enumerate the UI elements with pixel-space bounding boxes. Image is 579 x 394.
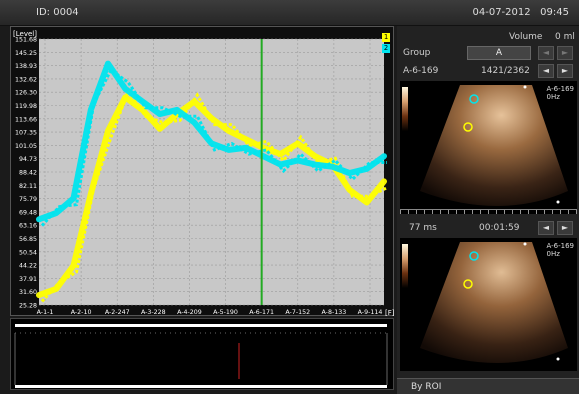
depth-ruler-top [400, 209, 577, 214]
id-value: 0004 [53, 7, 79, 18]
image-panel: Volume 0 ml Group A ◄ ► A-6-169 1421/236… [397, 26, 579, 394]
y-tick-label: 145.25 [15, 50, 37, 57]
y-axis-title: [Level] [13, 30, 37, 38]
roi-circle-1-bottom [463, 279, 473, 289]
volume-row: Volume 0 ml [397, 29, 579, 45]
waveform-svg [14, 324, 388, 388]
y-tick-label: 151.68 [15, 37, 37, 44]
y-tick-label: 44.22 [19, 263, 37, 270]
frame-next-button[interactable]: ► [557, 64, 573, 78]
legend-roi-2[interactable]: 2 [382, 44, 390, 53]
mode-bar[interactable]: By ROI [397, 378, 579, 394]
ultrasound-image-bottom[interactable]: A-6-169 0Hz [400, 238, 577, 371]
series-line-roi-2 [36, 60, 387, 223]
y-tick-label: 126.30 [15, 90, 37, 97]
top-track [15, 324, 387, 327]
ultrasound-sector-bottom [420, 242, 568, 363]
id-label: ID: [36, 7, 51, 18]
group-prev-button[interactable]: ◄ [538, 46, 554, 60]
y-tick-label: 101.05 [15, 143, 37, 150]
x-tick-label: A-6-171 [249, 309, 274, 316]
x-tick-label: A-2-10 [71, 309, 92, 316]
y-tick-label: 56.85 [19, 236, 37, 243]
group-label: Group [403, 48, 431, 58]
overlay-frame-top: A-6-169 [546, 85, 574, 93]
tic-chart-panel[interactable]: 151.68 145.25 138.93 132.62 126.30 119.98 113.… [10, 26, 395, 317]
group-row: Group A ◄ ► [397, 45, 579, 61]
overlay-freq-bottom: 0Hz [546, 250, 560, 258]
frame-row: A-6-169 1421/2362 ◄ ► [397, 63, 579, 79]
series-noise-roi-2 [40, 67, 387, 227]
y-tick-label: 50.54 [19, 249, 37, 256]
y-tick-label: 25.28 [19, 303, 37, 310]
ultrasound-sector-top [420, 85, 568, 206]
image-overlay-bottom: A-6-169 0Hz [546, 242, 574, 258]
intensity-scale-bottom [402, 244, 408, 288]
volume-label: Volume [509, 32, 543, 42]
y-tick-label: 31.60 [19, 289, 37, 296]
group-next-button[interactable]: ► [557, 46, 573, 60]
x-tick-label: A-9-114 [358, 309, 383, 316]
unit-marker: [F] [385, 309, 395, 317]
roi-circle-2 [469, 94, 479, 104]
date-text: 04-07-2012 [472, 7, 531, 18]
y-tick-label: 37.91 [19, 276, 37, 283]
y-tick-label: 88.42 [19, 170, 37, 177]
waveform-strip[interactable] [10, 318, 394, 390]
y-tick-label: 82.11 [19, 183, 37, 190]
y-tick-label: 113.66 [15, 116, 37, 123]
frame-prev-button[interactable]: ◄ [538, 64, 554, 78]
y-tick-label: 107.35 [15, 130, 37, 137]
y-tick-label: 138.93 [15, 63, 37, 70]
y-tick-label: 63.16 [19, 223, 37, 230]
y-tick-label: 94.73 [19, 156, 37, 163]
volume-value: 0 ml [555, 32, 575, 42]
tic-chart[interactable]: 151.68 145.25 138.93 132.62 126.30 119.98 113.… [11, 27, 395, 317]
title-bar: ID: 0004 04-07-2012 09:45 [0, 0, 579, 26]
overlay-freq-top: 0Hz [546, 93, 560, 101]
time-ms: 77 ms [409, 223, 437, 233]
group-selector[interactable]: A [467, 46, 531, 60]
y-tick-label: 75.79 [19, 196, 37, 203]
frame-counter: 1421/2362 [481, 66, 530, 76]
x-tick-label: A-7-152 [285, 309, 310, 316]
y-tick-label: 119.98 [15, 103, 37, 110]
time-text: 09:45 [540, 7, 569, 18]
time-row: 77 ms 00:01:59 ◄ ► [397, 220, 579, 236]
x-tick-label: A-5-190 [213, 309, 238, 316]
bottom-track [15, 385, 387, 388]
x-tick-label: A-4-209 [177, 309, 202, 316]
mode-label: By ROI [411, 382, 442, 392]
x-tick-label: A-1-1 [37, 309, 54, 316]
time-prev-button[interactable]: ◄ [538, 221, 554, 235]
series-noise-roi-1 [40, 87, 388, 303]
x-tick-label: A-8-133 [322, 309, 347, 316]
legend-roi-1[interactable]: 1 [382, 33, 390, 42]
date-time: 04-07-2012 09:45 [473, 7, 570, 18]
x-tick-label: A-2-247 [105, 309, 130, 316]
time-clock: 00:01:59 [479, 223, 520, 233]
patient-id: ID: 0004 [36, 7, 79, 18]
ultrasound-image-top[interactable]: A-6-169 0Hz [400, 81, 577, 214]
frame-label: A-6-169 [403, 66, 439, 76]
roi-circle-1 [463, 122, 473, 132]
x-tick-label: A-3-228 [141, 309, 166, 316]
image-overlay-top: A-6-169 0Hz [546, 85, 574, 101]
roi-circle-2-bottom [469, 251, 479, 261]
y-tick-label: 132.62 [15, 76, 37, 83]
overlay-frame-bottom: A-6-169 [546, 242, 574, 250]
y-tick-label: 69.48 [19, 209, 37, 216]
intensity-scale-top [402, 87, 408, 131]
time-next-button[interactable]: ► [557, 221, 573, 235]
